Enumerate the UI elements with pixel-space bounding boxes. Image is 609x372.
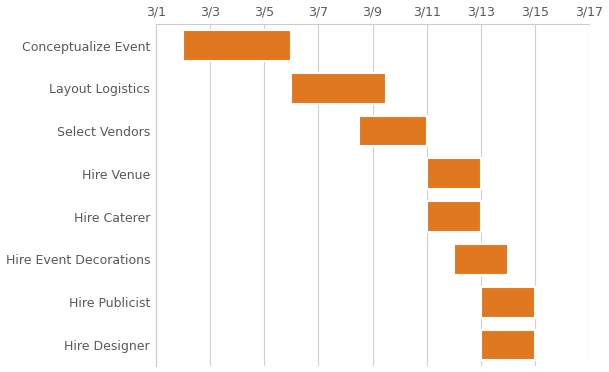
Bar xyxy=(481,330,535,360)
Bar xyxy=(291,73,386,104)
Bar xyxy=(183,30,291,61)
Bar xyxy=(481,287,535,318)
Bar xyxy=(427,158,481,189)
Bar xyxy=(359,116,427,147)
Bar xyxy=(454,244,508,275)
Bar xyxy=(427,201,481,232)
